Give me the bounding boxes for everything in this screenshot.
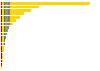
Bar: [1, 60, 2, 62]
Bar: [5, 2, 7, 5]
Bar: [10, 9, 31, 12]
Bar: [2, 16, 4, 19]
Bar: [4, 33, 5, 35]
Bar: [4, 19, 5, 22]
Bar: [2, 12, 4, 15]
Bar: [1, 66, 2, 69]
Bar: [1, 26, 2, 29]
Bar: [10, 2, 90, 5]
Bar: [2, 36, 4, 39]
Bar: [7, 23, 8, 25]
Bar: [2, 2, 4, 5]
Bar: [10, 12, 24, 15]
Bar: [4, 16, 5, 19]
Bar: [1, 2, 2, 5]
Bar: [7, 19, 8, 22]
Bar: [2, 56, 3, 59]
Bar: [1, 12, 2, 15]
Bar: [4, 43, 5, 45]
Bar: [4, 36, 5, 39]
Bar: [2, 9, 4, 12]
Bar: [7, 9, 8, 12]
Bar: [8, 23, 10, 25]
Bar: [1, 56, 2, 59]
Bar: [5, 12, 7, 15]
Bar: [5, 6, 7, 8]
Bar: [7, 6, 8, 8]
Bar: [2, 29, 4, 32]
Bar: [1, 6, 2, 8]
Bar: [2, 23, 4, 25]
Bar: [5, 33, 7, 35]
Bar: [4, 29, 5, 32]
Bar: [1, 33, 2, 35]
Bar: [1, 29, 2, 32]
Bar: [1, 43, 2, 45]
Bar: [10, 16, 20, 19]
Bar: [1, 39, 2, 42]
Bar: [8, 26, 9, 29]
Bar: [7, 26, 8, 29]
Bar: [2, 33, 4, 35]
Bar: [1, 53, 2, 56]
Bar: [8, 2, 10, 5]
Bar: [4, 26, 5, 29]
Bar: [5, 29, 7, 32]
Bar: [4, 23, 5, 25]
Bar: [5, 36, 6, 39]
Bar: [7, 2, 8, 5]
Bar: [8, 9, 10, 12]
Bar: [8, 19, 10, 22]
Bar: [1, 19, 2, 22]
Bar: [7, 29, 8, 32]
Bar: [4, 9, 5, 12]
Bar: [8, 12, 10, 15]
Bar: [1, 46, 2, 49]
Bar: [7, 12, 8, 15]
Bar: [2, 53, 3, 56]
Bar: [2, 39, 4, 42]
Bar: [2, 19, 4, 22]
Bar: [1, 16, 2, 19]
Bar: [5, 23, 7, 25]
Bar: [1, 63, 2, 66]
Bar: [1, 9, 2, 12]
Bar: [4, 2, 5, 5]
Bar: [2, 43, 4, 45]
Bar: [1, 36, 2, 39]
Bar: [1, 23, 2, 25]
Bar: [10, 23, 13, 25]
Bar: [8, 16, 10, 19]
Bar: [2, 60, 3, 62]
Bar: [5, 9, 7, 12]
Bar: [2, 26, 4, 29]
Bar: [2, 6, 4, 8]
Bar: [10, 6, 39, 8]
Bar: [5, 19, 7, 22]
Bar: [1, 49, 2, 52]
Bar: [10, 19, 16, 22]
Bar: [2, 46, 4, 49]
Bar: [5, 16, 7, 19]
Bar: [4, 39, 5, 42]
Bar: [4, 6, 5, 8]
Bar: [5, 26, 7, 29]
Bar: [4, 12, 5, 15]
Bar: [7, 16, 8, 19]
Bar: [8, 6, 10, 8]
Bar: [2, 49, 4, 52]
